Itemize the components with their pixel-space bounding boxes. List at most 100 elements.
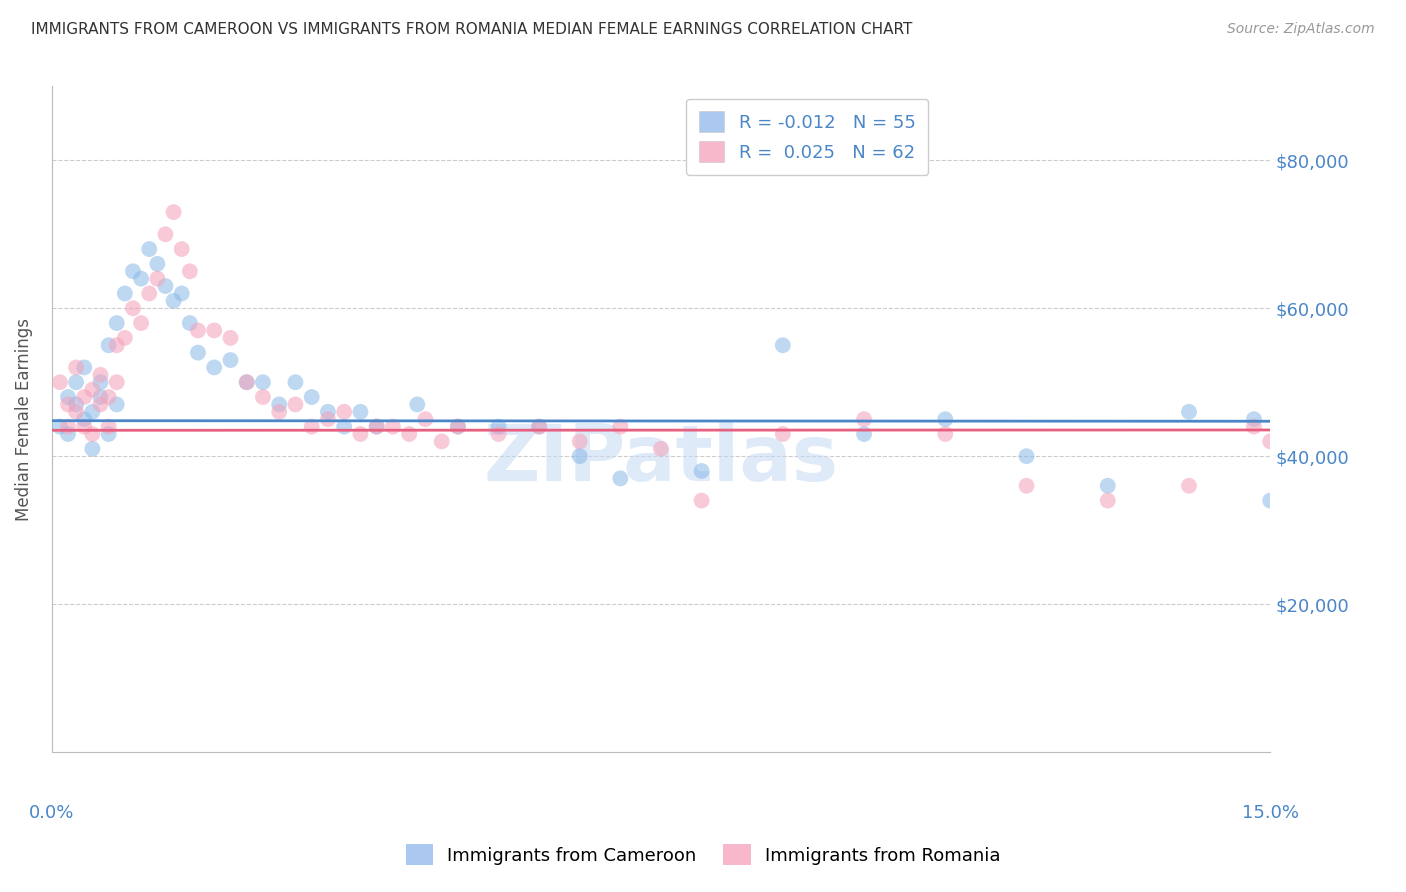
Point [202,323,225,337]
Point [65,360,87,375]
Point [1178,405,1201,419]
Point [1258,493,1281,508]
Point [97,427,120,442]
Point [650,442,672,456]
Point [316,412,339,426]
Point [219,331,242,345]
Point [488,419,510,434]
Point [105,316,128,330]
Point [301,390,323,404]
Point [568,434,591,449]
Legend: Immigrants from Cameroon, Immigrants from Romania: Immigrants from Cameroon, Immigrants fro… [398,837,1008,872]
Point [772,427,794,442]
Point [122,301,145,316]
Point [1015,479,1038,493]
Point [187,345,209,359]
Point [179,264,201,278]
Point [366,419,388,434]
Point [82,427,104,442]
Point [1097,493,1119,508]
Point [488,427,510,442]
Point [333,405,356,419]
Point [609,471,631,485]
Point [65,405,87,419]
Point [284,397,307,411]
Point [105,397,128,411]
Point [1178,479,1201,493]
Point [527,419,550,434]
Point [49,376,72,390]
Point [934,412,956,426]
Point [114,331,136,345]
Point [398,427,420,442]
Point [170,242,193,256]
Point [114,286,136,301]
Point [73,390,96,404]
Point [1243,419,1265,434]
Point [105,338,128,352]
Point [333,419,356,434]
Point [105,376,128,390]
Point [252,390,274,404]
Point [89,376,111,390]
Point [146,257,169,271]
Point [690,493,713,508]
Point [349,427,371,442]
Text: ZIPatlas: ZIPatlas [484,421,838,497]
Point [568,449,591,463]
Point [447,419,470,434]
Point [853,427,876,442]
Point [129,271,152,285]
Point [1258,434,1281,449]
Point [56,427,79,442]
Point [609,419,631,434]
Point [1292,419,1315,434]
Point [252,376,274,390]
Point [1097,479,1119,493]
Point [1292,405,1315,419]
Point [269,405,291,419]
Point [129,316,152,330]
Point [853,412,876,426]
Point [162,293,184,308]
Point [138,242,160,256]
Point [406,397,429,411]
Point [73,419,96,434]
Point [73,360,96,375]
Point [73,412,96,426]
Point [1267,427,1289,442]
Point [1284,419,1306,434]
Point [1308,612,1330,626]
Point [65,397,87,411]
Y-axis label: Median Female Earnings: Median Female Earnings [15,318,32,521]
Point [381,419,404,434]
Point [97,419,120,434]
Point [82,442,104,456]
Point [49,419,72,434]
Point [235,376,257,390]
Point [56,390,79,404]
Point [138,286,160,301]
Point [170,286,193,301]
Point [155,279,177,293]
Text: 15.0%: 15.0% [1241,804,1299,822]
Text: Source: ZipAtlas.com: Source: ZipAtlas.com [1227,22,1375,37]
Point [56,419,79,434]
Point [82,383,104,397]
Point [235,376,257,390]
Point [97,390,120,404]
Text: 0.0%: 0.0% [30,804,75,822]
Point [934,427,956,442]
Point [1316,479,1339,493]
Point [284,376,307,390]
Point [1275,271,1298,285]
Point [527,419,550,434]
Point [56,397,79,411]
Point [219,353,242,368]
Point [187,323,209,337]
Point [89,368,111,382]
Point [202,360,225,375]
Point [415,412,437,426]
Point [269,397,291,411]
Point [1299,486,1322,500]
